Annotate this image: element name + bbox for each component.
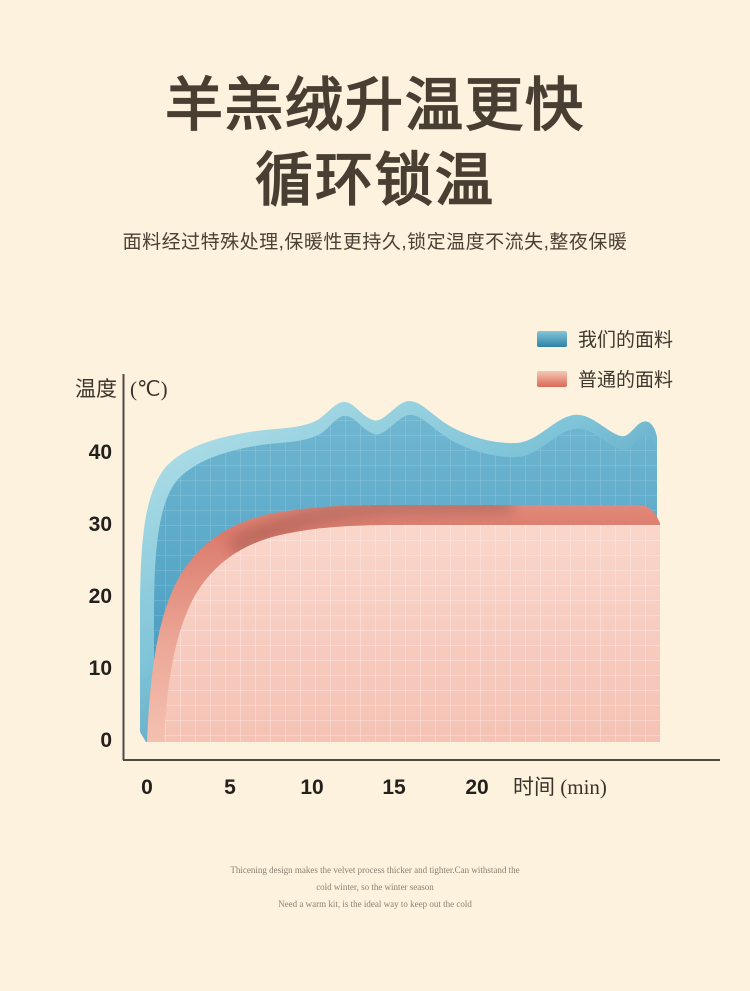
footer-caption: Thicening design makes the velvet proces… [0,862,750,913]
axis-titles: 温度 (℃) 时间 (min) [75,377,607,799]
legend-swatch-pink [537,370,567,387]
legend-item-our-fabric: 我们的面料 [537,325,673,352]
blue-shadow-on-pink [226,505,513,559]
y-tick-10: 10 [89,657,112,680]
page-subtitle: 面料经过特殊处理,保暖性更持久,锁定温度不流失,整夜保暖 [122,232,628,253]
footer-line-2: cold winter, so the winter season [316,882,434,892]
y-axis-title: 温度 [75,377,117,401]
x-tick-15: 15 [382,776,406,799]
x-axis-ticks: 0 5 10 15 20 [141,776,489,799]
footer-line-1: Thicening design makes the velvet proces… [230,865,520,875]
x-axis-title: 时间 (min) [513,775,607,799]
series-ordinary-fabric-area [147,505,660,742]
chart-legend: 我们的面料 普通的面料 [537,325,673,392]
title-line-2: 循环锁温 [254,148,495,214]
y-axis-unit: (℃) [130,377,168,401]
legend-label: 我们的面料 [578,330,674,351]
x-tick-10: 10 [300,776,323,799]
y-tick-20: 20 [89,585,112,608]
x-tick-0: 0 [141,776,153,799]
pink-area-grid [164,525,660,742]
y-axis-ticks: 40 30 20 10 0 [89,441,112,752]
x-tick-5: 5 [224,776,236,799]
y-tick-40: 40 [89,441,112,464]
legend-label: 普通的面料 [578,370,674,391]
y-tick-30: 30 [89,513,112,536]
x-tick-20: 20 [465,776,488,799]
y-tick-0: 0 [100,729,112,752]
title-line-1: 羊羔绒升温更快 [164,73,585,138]
footer-line-3: Need a warm kit, is the ideal way to kee… [278,899,472,909]
page-title: 羊羔绒升温更快 循环锁温 [0,68,750,219]
legend-swatch-blue [537,330,567,347]
chart-axes [122,374,720,761]
legend-item-ordinary-fabric: 普通的面料 [537,365,673,392]
